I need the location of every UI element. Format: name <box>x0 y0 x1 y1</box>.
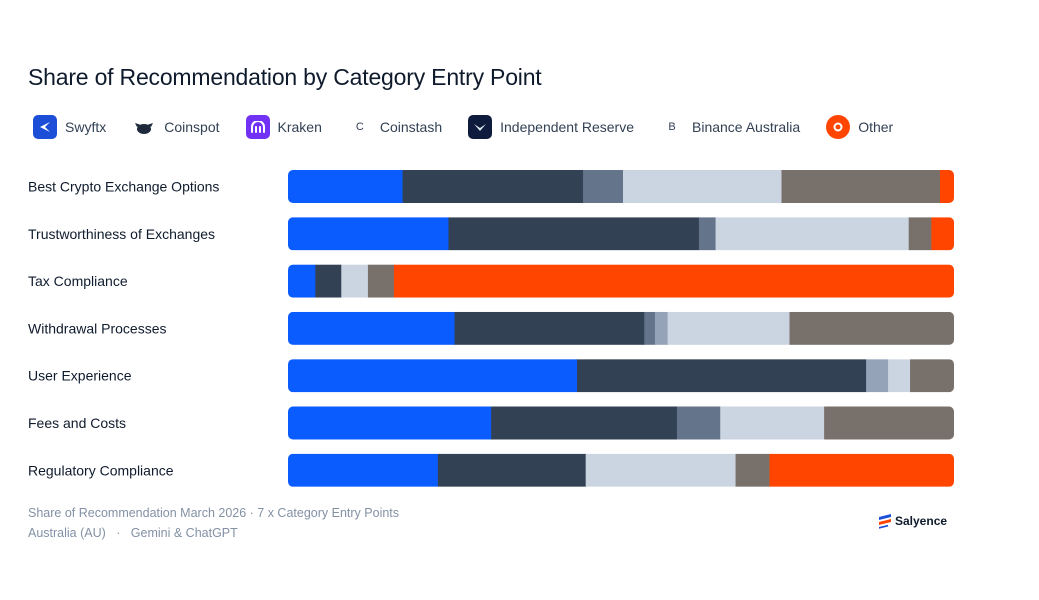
bar-segment-binance-australia[interactable] <box>824 406 954 440</box>
bar-row <box>288 406 954 440</box>
brand-name: Salyence <box>895 514 948 528</box>
bar-segment-swyftx[interactable] <box>288 406 492 440</box>
kraken-logo-icon <box>245 115 270 139</box>
chart-footer: Share of Recommendation March 2026 · 7 x… <box>28 503 399 543</box>
bar-segment-independent-reserve[interactable] <box>715 217 910 251</box>
footer-line-1: Share of Recommendation March 2026 · 7 x… <box>28 506 400 520</box>
bar-segment-swyftx[interactable] <box>288 311 455 345</box>
bar-segment-binance-australia[interactable] <box>910 359 954 393</box>
bar-row <box>288 453 955 487</box>
stacked-bar-chart: Best Crypto Exchange Options Trustworthin… <box>28 170 955 487</box>
bar-segment-other[interactable] <box>769 453 955 487</box>
legend-item-coinstash[interactable]: C Coinstash <box>348 115 442 139</box>
legend-item-binance-australia[interactable]: B Binance Australia <box>660 115 800 139</box>
bar-segment-independent-reserve[interactable] <box>888 359 911 393</box>
category-label: Trustworthiness of Exchanges <box>28 226 215 242</box>
independent-reserve-logo-icon <box>468 115 493 139</box>
bar-row <box>288 311 954 345</box>
legend-item-coinspot[interactable]: Coinspot <box>132 115 220 139</box>
bar-segment-coinspot[interactable] <box>402 170 584 203</box>
category-label: Tax Compliance <box>28 273 128 289</box>
bar-segment-swyftx[interactable] <box>288 264 316 298</box>
legend-label: Swyftx <box>65 119 107 135</box>
category-label: Regulatory Compliance <box>28 462 174 478</box>
bar-segment-binance-australia[interactable] <box>908 217 932 251</box>
bar-segment-kraken[interactable] <box>676 406 721 440</box>
bar-segment-coinspot[interactable] <box>315 264 342 298</box>
bar-segment-swyftx[interactable] <box>288 453 439 487</box>
bar-segment-coinspot[interactable] <box>577 359 867 393</box>
footer-line-2: Australia (AU) · Gemini & ChatGPT <box>28 526 238 540</box>
legend-label: Independent Reserve <box>500 119 634 135</box>
bar-segment-swyftx[interactable] <box>288 359 578 393</box>
bar-segment-coinstash[interactable] <box>866 359 889 393</box>
legend: Swyftx Coinspot Kraken C Coinstash Indep… <box>33 115 919 139</box>
bar-segment-independent-reserve[interactable] <box>720 406 825 440</box>
legend-item-independent-reserve[interactable]: Independent Reserve <box>468 115 634 139</box>
bar-segment-coinstash[interactable] <box>654 311 669 345</box>
other-logo-icon <box>826 115 851 139</box>
bar-segment-independent-reserve[interactable] <box>622 170 782 203</box>
swyftx-logo-icon <box>33 115 57 139</box>
category-label: Withdrawal Processes <box>28 320 167 336</box>
bar-row <box>288 359 954 393</box>
bar-segment-kraken[interactable] <box>644 311 656 345</box>
bar-segment-kraken[interactable] <box>698 217 716 251</box>
legend-label: Kraken <box>277 119 322 135</box>
coinspot-logo-icon <box>132 115 156 139</box>
category-label: Fees and Costs <box>28 415 126 431</box>
bar-segment-coinspot[interactable] <box>454 311 645 345</box>
chart-title: Share of Recommendation by Category Entr… <box>28 64 542 90</box>
bar-row <box>288 170 954 203</box>
bar-segment-swyftx[interactable] <box>288 217 449 251</box>
bar-segment-independent-reserve[interactable] <box>585 453 736 487</box>
category-label: Best Crypto Exchange Options <box>28 179 219 195</box>
bar-segment-kraken[interactable] <box>583 170 624 203</box>
bar-segment-binance-australia[interactable] <box>367 264 395 298</box>
bar-segment-coinspot[interactable] <box>448 217 700 251</box>
legend-label: Coinspot <box>164 119 220 135</box>
bar-segment-swyftx[interactable] <box>288 170 403 203</box>
bar-segment-other[interactable] <box>931 217 954 251</box>
salyence-logo-icon <box>879 514 891 529</box>
bar-segment-other[interactable] <box>940 170 954 203</box>
legend-label: Binance Australia <box>692 119 801 135</box>
bar-segment-independent-reserve[interactable] <box>341 264 369 298</box>
legend-label: Other <box>858 119 894 135</box>
bar-segment-binance-australia[interactable] <box>735 453 770 487</box>
salyence-logo: Salyence <box>878 513 947 529</box>
bar-row <box>288 217 954 251</box>
bar-segment-coinspot[interactable] <box>491 406 678 440</box>
category-label: User Experience <box>28 368 132 384</box>
legend-label: Coinstash <box>379 119 443 135</box>
bar-segment-independent-reserve[interactable] <box>667 311 790 345</box>
binance-letter-icon: B <box>668 121 676 133</box>
bar-segment-binance-australia[interactable] <box>781 170 941 203</box>
legend-item-other[interactable]: Other <box>826 115 893 139</box>
legend-item-swyftx[interactable]: Swyftx <box>33 115 106 139</box>
legend-item-kraken[interactable]: Kraken <box>245 115 322 139</box>
bar-segment-coinspot[interactable] <box>437 453 587 487</box>
bar-row <box>288 264 955 298</box>
bar-segment-binance-australia[interactable] <box>789 311 954 345</box>
coinstash-letter-icon: C <box>355 121 364 133</box>
bar-segment-other[interactable] <box>393 264 955 298</box>
